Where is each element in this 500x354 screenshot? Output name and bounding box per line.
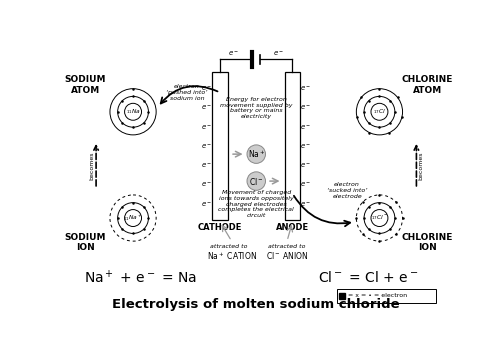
Text: CATHODE: CATHODE: [198, 223, 242, 232]
Text: CHLORINE
ION: CHLORINE ION: [402, 233, 453, 252]
Text: $_{11}$Na$^+$: $_{11}$Na$^+$: [124, 213, 142, 223]
Text: attracted to: attracted to: [268, 244, 306, 249]
Circle shape: [247, 172, 266, 190]
Text: Cl$^-$ = Cl + e$^-$: Cl$^-$ = Cl + e$^-$: [318, 270, 418, 285]
Text: $_{11}$Na: $_{11}$Na: [126, 107, 140, 116]
Text: CHLORINE
ATOM: CHLORINE ATOM: [402, 75, 453, 95]
Text: electron
‘pushed into’
sodium ion: electron ‘pushed into’ sodium ion: [166, 84, 207, 101]
Text: $e^-$: $e^-$: [202, 84, 212, 93]
Text: SODIUM
ION: SODIUM ION: [64, 233, 106, 252]
Text: = x = • = electron: = x = • = electron: [346, 293, 408, 298]
Text: $e^-$: $e^-$: [202, 161, 212, 170]
Text: $e^-$: $e^-$: [202, 200, 212, 209]
Text: $e^-$: $e^-$: [202, 181, 212, 189]
Text: Cl$^-$ ANION: Cl$^-$ ANION: [266, 250, 308, 261]
Text: $e^-$: $e^-$: [202, 123, 212, 132]
Text: $e^-$: $e^-$: [300, 103, 311, 112]
Bar: [337, 289, 436, 303]
Text: becomes: becomes: [418, 152, 424, 180]
Text: $_{17}$Cl$^-$: $_{17}$Cl$^-$: [371, 213, 388, 223]
Circle shape: [124, 103, 142, 120]
Text: $e^-$: $e^-$: [300, 200, 311, 209]
Text: Energy for electron
movement supplied by
battery or mains
electricity: Energy for electron movement supplied by…: [220, 97, 292, 119]
Text: SODIUM
ATOM: SODIUM ATOM: [64, 75, 106, 95]
Text: $e^-$: $e^-$: [202, 142, 212, 151]
Text: $_{17}$Cl: $_{17}$Cl: [373, 107, 386, 116]
Text: Na$^+$ + e$^-$ = Na: Na$^+$ + e$^-$ = Na: [84, 269, 197, 286]
Text: Cl$^-$: Cl$^-$: [249, 176, 264, 187]
Text: becomes: becomes: [89, 152, 94, 180]
Text: Na$^+$: Na$^+$: [248, 148, 265, 160]
Circle shape: [371, 103, 388, 120]
Text: $e^-$: $e^-$: [228, 48, 239, 58]
Bar: [284, 72, 300, 219]
Text: $e^-$: $e^-$: [300, 123, 311, 132]
Text: Electrolysis of molten sodium chloride: Electrolysis of molten sodium chloride: [112, 298, 400, 311]
Text: $e^-$: $e^-$: [300, 161, 311, 170]
Circle shape: [371, 210, 388, 227]
Text: Na$^+$ CATION: Na$^+$ CATION: [206, 250, 256, 262]
Text: $e^-$: $e^-$: [273, 48, 284, 58]
Text: $e^-$: $e^-$: [202, 103, 212, 112]
Text: Movement of charged
ions towards oppositely
charged electrodes
completes the ele: Movement of charged ions towards opposit…: [218, 190, 294, 218]
Text: $e^-$: $e^-$: [300, 181, 311, 189]
Circle shape: [247, 145, 266, 163]
Bar: [212, 72, 228, 219]
Text: attracted to: attracted to: [210, 244, 248, 249]
Text: $e^-$: $e^-$: [300, 142, 311, 151]
Text: electron
‘sucked into’
electrode: electron ‘sucked into’ electrode: [327, 182, 367, 199]
Circle shape: [124, 210, 142, 227]
Text: $e^-$: $e^-$: [300, 84, 311, 93]
Text: ANODE: ANODE: [276, 223, 309, 232]
